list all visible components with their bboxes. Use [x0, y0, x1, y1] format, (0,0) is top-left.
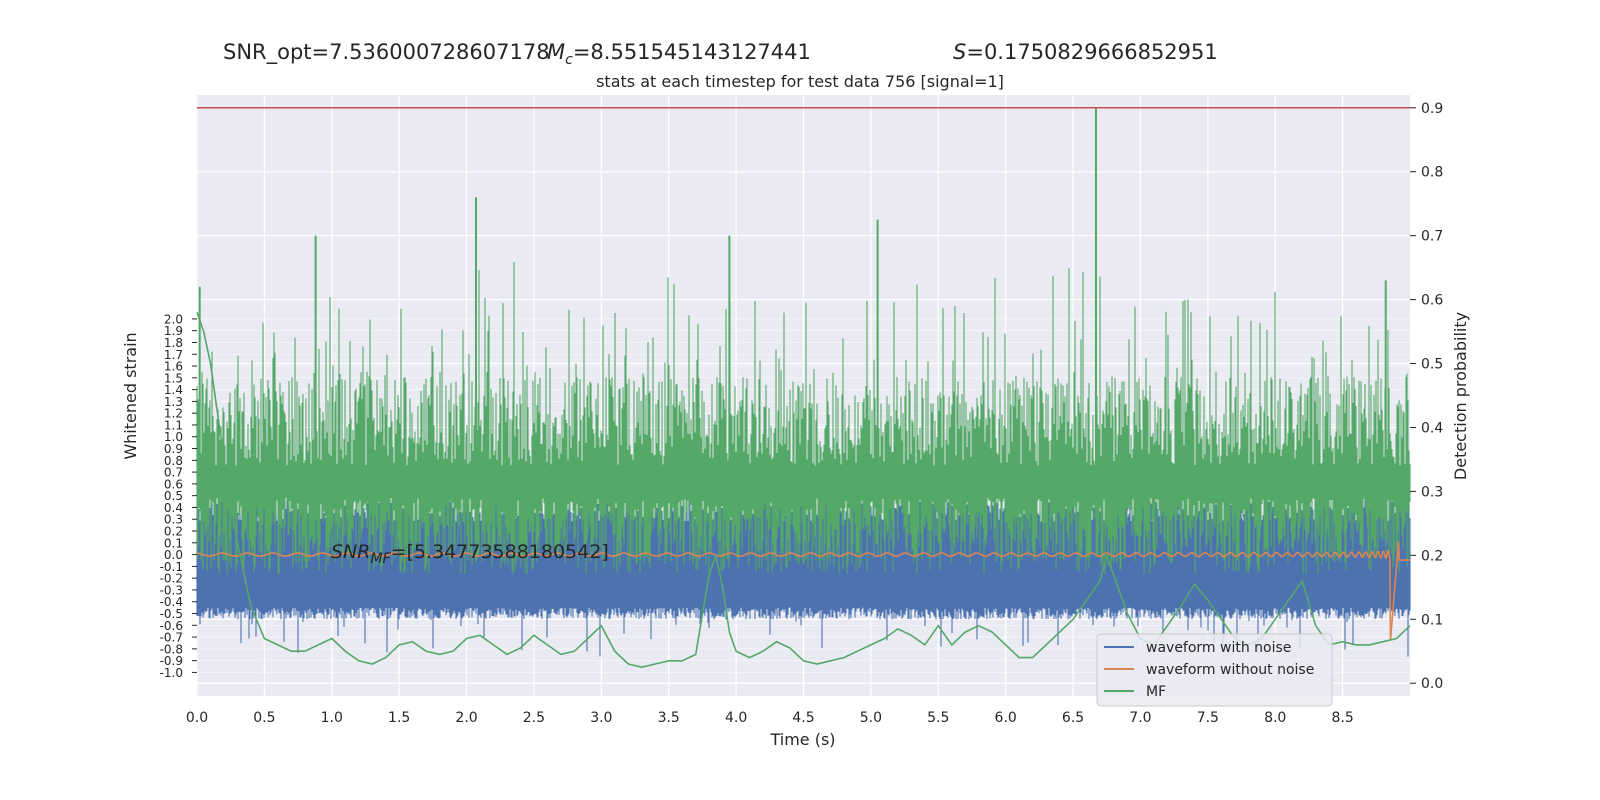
x-tick-label: 3.0: [590, 710, 612, 726]
legend-label-noise: waveform with noise: [1146, 640, 1291, 656]
left-tick-label: -0.1: [160, 560, 183, 574]
x-axis-ticks: 0.0 0.5 1.0 1.5 2.0 2.5 3.0 3.5 4.0 4.5 5.0 5.5 6.0 6…: [186, 710, 1354, 726]
x-tick-label: 3.5: [658, 710, 680, 726]
s-value-title: S=0.1750829666852951: [953, 40, 1218, 64]
snr-mf-value: =[5.34773588180542]: [391, 541, 609, 563]
left-tick-label: -0.9: [160, 654, 183, 668]
legend-label-clean: waveform without noise: [1146, 662, 1314, 678]
right-tick-label: 0.0: [1421, 676, 1443, 692]
left-tick-label: 1.6: [164, 360, 183, 374]
s-value: =0.1750829666852951: [966, 40, 1218, 64]
x-tick-label: 7.0: [1129, 710, 1151, 726]
mf-series: [196, 312, 1411, 669]
x-tick-label: 8.0: [1264, 710, 1286, 726]
x-tick-label: 0.5: [253, 710, 275, 726]
snr-mf-subscript: MF: [370, 551, 391, 567]
left-tick-label: 1.4: [164, 383, 183, 397]
x-tick-label: 7.5: [1197, 710, 1219, 726]
x-tick-label: 6.5: [1062, 710, 1084, 726]
x-tick-label: 0.0: [186, 710, 208, 726]
left-tick-label: 0.2: [164, 525, 183, 539]
right-tick-label: 0.4: [1421, 420, 1443, 436]
x-tick-label: 1.5: [388, 710, 410, 726]
right-axis-label: Detection probability: [1451, 312, 1470, 480]
right-axis-ticks: 0.0 0.1 0.2 0.3 0.4 0.5 0.6 0.7 0.8 0.9: [1410, 101, 1443, 692]
left-tick-label: 0.6: [164, 477, 183, 491]
left-tick-label: 0.4: [164, 501, 183, 515]
left-tick-label: 0.8: [164, 454, 183, 468]
right-tick-label: 0.2: [1421, 548, 1443, 564]
legend-label-mf: MF: [1146, 684, 1166, 700]
detection-probability-noise: [196, 107, 1411, 575]
x-tick-label: 6.0: [995, 710, 1017, 726]
left-tick-label: 0.5: [164, 489, 183, 503]
x-tick-label: 1.0: [321, 710, 343, 726]
chirp-mass-symbol: M: [547, 40, 566, 64]
x-tick-label: 5.0: [860, 710, 882, 726]
chart-subtitle: stats at each timestep for test data 756…: [596, 72, 1004, 91]
right-tick-label: 0.5: [1421, 357, 1443, 373]
left-tick-label: 1.7: [164, 348, 183, 362]
right-tick-label: 0.9: [1421, 101, 1443, 117]
left-tick-label: 0.9: [164, 442, 183, 456]
left-tick-label: -0.2: [160, 572, 183, 586]
left-tick-label: 1.2: [164, 407, 183, 421]
x-tick-label: 4.0: [725, 710, 747, 726]
legend-box: [1096, 633, 1333, 707]
x-tick-label: 2.0: [455, 710, 477, 726]
left-axis-label: Whitened strain: [121, 332, 140, 459]
left-tick-label: -0.5: [160, 607, 183, 621]
left-tick-label: 1.5: [164, 371, 183, 385]
left-tick-label: 0.3: [164, 513, 183, 527]
right-tick-label: 0.6: [1421, 293, 1443, 309]
left-tick-label: -0.7: [160, 631, 183, 645]
legend: waveform with noise waveform without noi…: [1096, 633, 1333, 707]
left-axis-ticks: -1.0-0.9-0.8-0.7-0.6-0.5-0.4-0.3-0.2-0.1…: [160, 312, 197, 680]
left-tick-label: 2.0: [164, 312, 183, 326]
left-tick-label: -0.6: [160, 619, 183, 633]
x-axis-label: Time (s): [769, 730, 835, 749]
clean-waveform-series: [197, 541, 1410, 641]
left-tick-label: 1.9: [164, 324, 183, 338]
x-tick-label: 4.5: [792, 710, 814, 726]
chirp-mass-subscript: c: [565, 52, 573, 69]
left-tick-label: 1.1: [164, 418, 183, 432]
left-tick-label: 1.3: [164, 395, 183, 409]
snr-mf-prefix: SNR: [331, 541, 370, 563]
right-tick-label: 0.1: [1421, 612, 1443, 628]
x-tick-label: 2.5: [523, 710, 545, 726]
right-tick-label: 0.3: [1421, 484, 1443, 500]
left-tick-label: -0.4: [160, 595, 183, 609]
x-tick-label: 8.5: [1331, 710, 1353, 726]
chirp-mass-value: =8.551545143127441: [572, 40, 811, 64]
left-tick-label: -0.8: [160, 642, 183, 656]
left-tick-label: 1.8: [164, 336, 183, 350]
left-tick-label: -0.3: [160, 583, 183, 597]
right-tick-label: 0.7: [1421, 229, 1443, 245]
right-tick-label: 0.8: [1421, 165, 1443, 181]
snr-opt-title: SNR_opt=7.536000728607178: [223, 40, 550, 64]
snr-mf-annotation: SNRMF=[5.34773588180542]: [331, 541, 609, 567]
left-tick-label: 0.1: [164, 536, 183, 550]
left-tick-label: -1.0: [160, 666, 183, 680]
left-tick-label: 1.0: [164, 430, 183, 444]
s-symbol: S: [953, 40, 967, 64]
left-tick-label: 0.0: [164, 548, 183, 562]
chirp-mass-title: Mc=8.551545143127441: [547, 40, 811, 68]
x-tick-label: 5.5: [927, 710, 949, 726]
left-tick-label: 0.7: [164, 466, 183, 480]
